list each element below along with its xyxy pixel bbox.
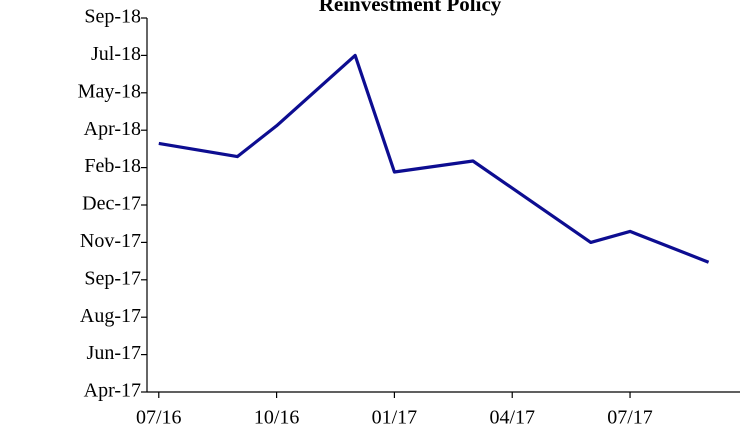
y-tick-label: Jun-17 — [87, 342, 141, 364]
x-tick-label: 07/16 — [136, 407, 182, 429]
chart-title: Reinvestment Policy — [319, 0, 502, 16]
x-tick-label: 10/16 — [254, 407, 300, 429]
y-tick-label: Sep-18 — [84, 6, 141, 28]
y-tick-label: Sep-17 — [84, 267, 141, 289]
x-tick-label: 07/17 — [607, 407, 653, 429]
y-tick-label: Apr-18 — [84, 118, 141, 140]
y-tick-label: Apr-17 — [84, 380, 141, 402]
y-tick-label: Feb-18 — [84, 155, 141, 177]
x-tick-label: 04/17 — [489, 407, 535, 429]
x-tick-label: 01/17 — [372, 407, 418, 429]
y-tick-label: Nov-17 — [80, 230, 141, 252]
y-tick-label: Aug-17 — [80, 305, 141, 327]
y-tick-label: Jul-18 — [91, 43, 141, 65]
line-series — [158, 53, 710, 264]
y-tick-label: May-18 — [78, 80, 141, 102]
y-tick-label: Dec-17 — [82, 193, 141, 215]
